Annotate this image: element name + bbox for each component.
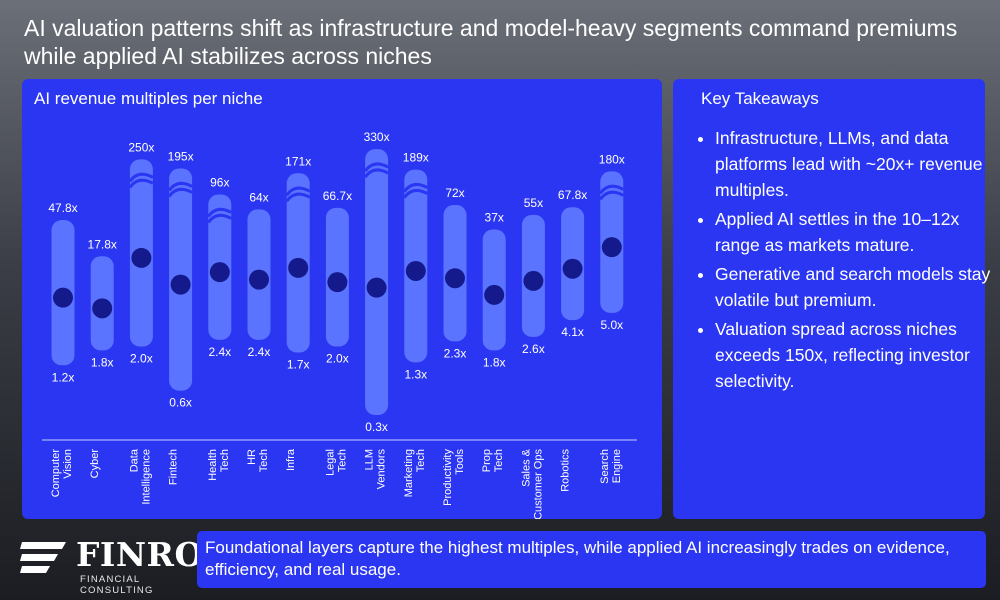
takeaways-title: Key Takeaways bbox=[701, 89, 819, 108]
min-value-label: 0.6x bbox=[169, 396, 192, 410]
axis-break-mark bbox=[363, 168, 389, 179]
axis-break-mark bbox=[403, 182, 429, 193]
category-label: Fintech bbox=[168, 449, 180, 485]
takeaway-item: Infrastructure, LLMs, and data platforms… bbox=[715, 125, 997, 203]
takeaway-item: Valuation spread across niches exceeds 1… bbox=[715, 316, 997, 394]
min-value-label: 5.0x bbox=[600, 318, 623, 332]
axis-break-mark bbox=[285, 192, 311, 203]
finro-logo: FINRO FINANCIAL CONSULTING bbox=[18, 532, 203, 596]
min-value-label: 1.8x bbox=[91, 355, 114, 369]
max-value-label: 171x bbox=[285, 154, 311, 168]
min-value-label: 4.1x bbox=[561, 325, 584, 339]
max-value-label: 96x bbox=[210, 175, 229, 189]
takeaway-item: Generative and search models stay volati… bbox=[715, 261, 997, 313]
axis-break-mark bbox=[128, 178, 154, 189]
median-dot bbox=[288, 257, 309, 278]
category-label: ProductivityTools bbox=[442, 449, 466, 506]
max-value-label: 64x bbox=[249, 190, 268, 204]
min-value-label: 2.4x bbox=[248, 345, 271, 359]
axis-break-mark bbox=[207, 207, 233, 218]
chart-panel: AI revenue multiples per niche 47.8x 1.2x… bbox=[22, 79, 662, 519]
max-value-label: 180x bbox=[599, 152, 625, 166]
median-dot bbox=[562, 258, 583, 279]
category-label: LLMVendors bbox=[364, 449, 388, 490]
category-label: DataIntelligence bbox=[128, 448, 152, 505]
median-dot bbox=[249, 269, 269, 290]
category-label: HealthTech bbox=[207, 449, 231, 481]
footer-callout: Foundational layers capture the highest … bbox=[197, 531, 986, 588]
min-value-label: 0.3x bbox=[365, 420, 388, 434]
axis-break-mark bbox=[167, 187, 193, 198]
max-value-label: 47.8x bbox=[48, 201, 77, 215]
range-chart: 47.8x 1.2x ComputerVision 17.8x 1.8x Cyber 250… bbox=[42, 130, 637, 519]
median-dot bbox=[131, 247, 152, 268]
axis-break-mark bbox=[599, 190, 625, 201]
min-value-label: 2.0x bbox=[130, 352, 153, 366]
median-dot bbox=[484, 284, 505, 305]
axis-break-mark bbox=[599, 184, 625, 195]
headline: AI valuation patterns shift as infrastru… bbox=[24, 15, 958, 69]
logo-tagline: FINANCIAL CONSULTING bbox=[80, 574, 154, 596]
min-value-label: 1.8x bbox=[483, 355, 506, 369]
max-value-label: 55x bbox=[524, 196, 543, 210]
axis-break-mark bbox=[363, 162, 389, 173]
chart-title: AI revenue multiples per niche bbox=[34, 89, 263, 108]
category-label: Cyber bbox=[89, 449, 101, 479]
takeaway-item: Applied AI settles in the 10–12x range a… bbox=[715, 206, 997, 258]
finro-logo-mark-icon bbox=[20, 542, 66, 573]
median-dot bbox=[366, 277, 387, 298]
category-label: PropTech bbox=[481, 449, 505, 472]
category-label: SearchEngine bbox=[599, 449, 623, 484]
min-value-label: 1.7x bbox=[287, 357, 310, 371]
axis-break-mark bbox=[128, 172, 154, 183]
median-dot bbox=[53, 287, 73, 308]
max-value-label: 189x bbox=[403, 151, 429, 165]
min-value-label: 1.3x bbox=[404, 367, 427, 381]
category-label: LegalTech bbox=[324, 449, 348, 476]
median-dot bbox=[327, 272, 348, 293]
category-label: MarketingTech bbox=[403, 449, 427, 497]
takeaways-panel: Key Takeaways Infrastructure, LLMs, and … bbox=[673, 79, 990, 519]
median-dot bbox=[523, 270, 544, 291]
takeaways-list: Infrastructure, LLMs, and data platforms… bbox=[691, 125, 997, 397]
median-dot bbox=[209, 262, 230, 283]
min-value-label: 2.4x bbox=[208, 345, 231, 359]
category-label: Sales &Customer Ops bbox=[520, 448, 544, 519]
max-value-label: 330x bbox=[364, 130, 390, 144]
median-dot bbox=[170, 274, 191, 295]
max-value-label: 37x bbox=[485, 210, 504, 224]
max-value-label: 72x bbox=[445, 186, 464, 200]
category-label: Robotics bbox=[560, 449, 572, 492]
footer-text: Foundational layers capture the highest … bbox=[205, 538, 950, 579]
max-value-label: 67.8x bbox=[558, 188, 587, 202]
category-label: HRTech bbox=[246, 449, 270, 472]
median-dot bbox=[445, 268, 465, 289]
min-value-label: 2.3x bbox=[444, 346, 467, 360]
median-dot bbox=[405, 260, 426, 281]
min-value-label: 2.0x bbox=[326, 352, 349, 366]
axis-break-mark bbox=[285, 186, 311, 197]
axis-break-mark bbox=[403, 188, 429, 199]
axis-break-mark bbox=[167, 181, 193, 192]
logo-wordmark: FINRO bbox=[76, 535, 204, 574]
max-value-label: 250x bbox=[128, 140, 154, 154]
median-dot bbox=[92, 298, 113, 319]
axis-break-mark bbox=[207, 213, 233, 224]
max-value-label: 66.7x bbox=[323, 189, 352, 203]
min-value-label: 1.2x bbox=[52, 370, 75, 384]
max-value-label: 195x bbox=[168, 149, 194, 163]
min-value-label: 2.6x bbox=[522, 342, 545, 356]
max-value-label: 17.8x bbox=[88, 237, 117, 251]
category-label: ComputerVision bbox=[50, 449, 74, 498]
median-dot bbox=[601, 237, 622, 258]
category-label: Infra bbox=[285, 448, 297, 471]
